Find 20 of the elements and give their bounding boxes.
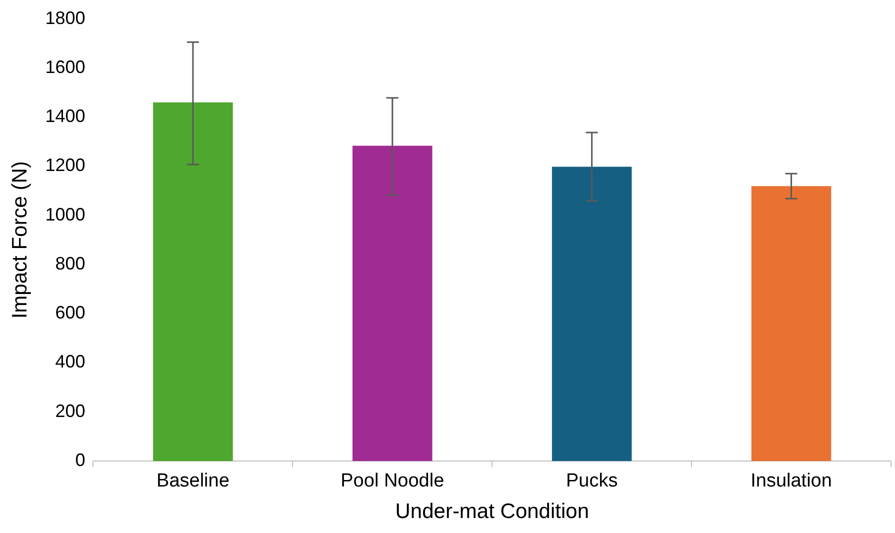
x-tick-label: Pool Noodle <box>340 470 444 492</box>
bar <box>552 166 632 461</box>
y-tick-label: 0 <box>75 450 86 470</box>
x-tick-label: Pucks <box>566 470 618 492</box>
bar <box>153 102 233 461</box>
y-tick-label: 1600 <box>45 56 86 77</box>
y-tick-label: 400 <box>55 352 86 372</box>
x-tick-label: Baseline <box>156 470 230 492</box>
bar <box>751 186 832 461</box>
x-axis-title: Under-mat Condition <box>395 500 590 524</box>
y-axis-title: Impact Force (N) <box>8 161 32 319</box>
y-tick-label: 1400 <box>45 106 86 126</box>
y-tick-label: 1000 <box>45 204 86 224</box>
y-tick-label: 800 <box>55 253 86 274</box>
bar <box>352 146 432 461</box>
x-tick-label: Insulation <box>750 470 832 492</box>
y-tick-label: 200 <box>55 400 86 421</box>
y-tick-label: 600 <box>55 302 86 323</box>
y-tick-label: 1800 <box>45 8 86 28</box>
y-tick-label: 1200 <box>45 155 86 176</box>
